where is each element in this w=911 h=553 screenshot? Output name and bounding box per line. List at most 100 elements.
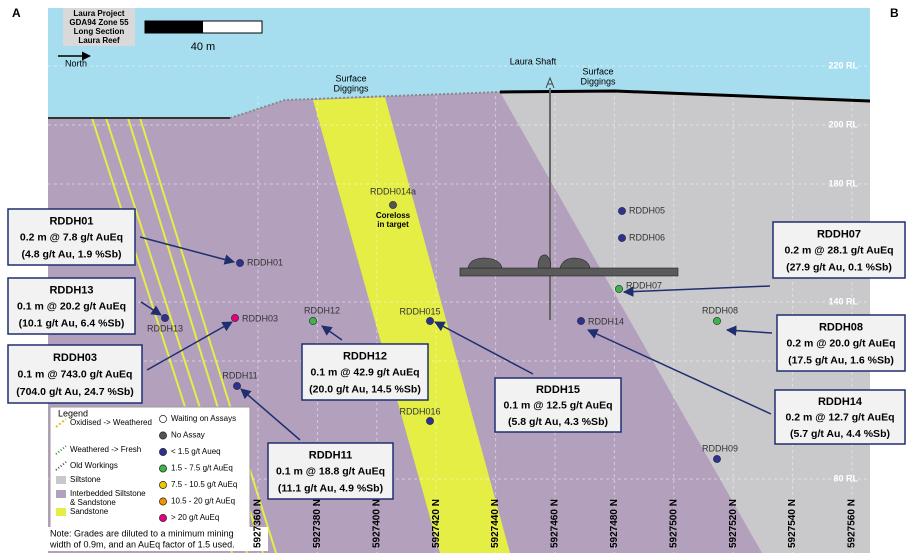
corner-label: A [12, 6, 21, 20]
legend [49, 406, 251, 529]
northing-label: 5927520 N [728, 499, 739, 548]
scale-bar [145, 21, 203, 33]
hole-label: RDDH05 [629, 205, 665, 215]
callout-text: (11.1 g/t Au, 4.9 %Sb) [278, 483, 383, 495]
callout-box [494, 377, 622, 433]
callout-text: (10.1 g/t Au, 6.4 %Sb) [19, 318, 125, 330]
drill-hole [713, 455, 721, 463]
callout-arrow [146, 321, 233, 371]
legend-swatch [56, 476, 66, 484]
callout-box [7, 277, 136, 335]
northing-label: 5927420 N [431, 499, 442, 548]
legend-swatch [56, 490, 66, 498]
legend-dot [159, 481, 167, 489]
legend-text: 7.5 - 10.5 g/t AuEq [171, 480, 237, 489]
callout-text: 0.2 m @ 20.0 g/t AuEq [786, 338, 895, 350]
coreloss-note: in target [377, 220, 409, 229]
surface-label: Diggings [580, 76, 616, 86]
legend-text: 1.5 - 7.5 g/t AuEq [171, 464, 233, 473]
callout-text: 0.2 m @ 12.7 g/t AuEq [785, 412, 894, 424]
legend-text: Oxidised -> Weathered [70, 418, 152, 427]
northing-label: 5927360 N [253, 499, 264, 548]
callout-box [776, 314, 906, 372]
drill-hole [615, 285, 623, 293]
headframe [545, 76, 555, 89]
callout-text: (17.5 g/t Au, 1.6 %Sb) [788, 355, 894, 367]
northing-label: 5927400 N [371, 499, 382, 548]
legend-text: 10.5 - 20 g/t AuEq [171, 497, 235, 506]
legend-dot [159, 448, 167, 456]
note-text: width of 0.9m, and an AuEq factor of 1.5… [49, 539, 235, 549]
drill-hole [618, 234, 626, 242]
callout-text: 0.1 m @ 743.0 g/t AuEq [18, 369, 133, 381]
callout-text: (27.9 g/t Au, 0.1 %Sb) [786, 262, 892, 274]
callout-text: (704.0 g/t Au, 24.7 %Sb) [16, 386, 133, 398]
rl-label: 80 RL [833, 473, 858, 483]
drill-hole [231, 314, 239, 322]
callout-text: (5.8 g/t Au, 4.3 %Sb) [508, 416, 608, 428]
hole-label: RDDH09 [702, 443, 738, 453]
note-text: Note: Grades are diluted to a minimum mi… [50, 528, 234, 538]
hole-label: RDDH01 [247, 257, 283, 267]
drill-hole [577, 317, 585, 325]
scale-label: 40 m [191, 41, 215, 53]
callout-title: RDDH07 [817, 229, 861, 241]
callout-box [7, 344, 143, 404]
hole-label: RDDH11 [222, 370, 257, 380]
callout-arrow [140, 301, 162, 316]
legend-title: Legend [58, 408, 88, 418]
info-text: Laura Reef [78, 36, 120, 45]
surface [499, 89, 871, 103]
coreloss-note: Coreloss [376, 211, 411, 220]
surface-label: Diggings [333, 83, 369, 93]
callout-arrow [587, 329, 772, 415]
legend-text: Siltstone [70, 475, 101, 484]
callout-title: RDDH01 [49, 216, 93, 228]
callout-arrow [725, 325, 773, 336]
northing-label: 5927540 N [787, 499, 798, 548]
legend-symbol [55, 445, 67, 455]
callout-box [267, 442, 394, 500]
callout-text: (4.8 g/t Au, 1.9 %Sb) [22, 249, 122, 261]
info-text: GDA94 Zone 55 [69, 18, 129, 27]
legend-text: Old Workings [70, 461, 118, 470]
surface [229, 91, 501, 119]
northing-label: 5927560 N [847, 499, 858, 548]
hole-label: RDDH14 [588, 316, 624, 326]
legend-swatch [56, 508, 66, 516]
drill-hole [426, 317, 434, 325]
legend-text: No Assay [171, 431, 205, 440]
callout-box [772, 221, 906, 279]
callout-title: RDDH15 [536, 384, 580, 396]
callout-title: RDDH13 [49, 285, 93, 297]
info-text: Laura Project [73, 9, 124, 18]
rl-label: 180 RL [828, 178, 858, 188]
callout-text: 0.1 m @ 18.8 g/t AuEq [276, 466, 385, 478]
legend-text: Waiting on Assays [171, 414, 236, 423]
northing-label: 5927440 N [490, 499, 501, 548]
hole-label: RDDH015 [399, 306, 440, 316]
hole-label: RDDH03 [242, 313, 278, 323]
callout-text: (5.7 g/t Au, 4.4 %Sb) [790, 428, 890, 440]
corner-label: B [890, 6, 899, 20]
sandstone [313, 97, 510, 553]
callout-box [301, 343, 429, 401]
callout-title: RDDH11 [309, 450, 352, 462]
hole-label: RDDH12 [304, 305, 340, 315]
hole-label: RDDH13 [147, 323, 183, 333]
hole-label: RDDH014a [370, 186, 416, 196]
callout-title: RDDH08 [819, 322, 863, 334]
callout-text: 0.1 m @ 20.2 g/t AuEq [17, 301, 126, 313]
callout-text: 0.2 m @ 7.8 g/t AuEq [20, 232, 123, 244]
surface-label: Surface [335, 73, 366, 83]
legend-dot [159, 497, 167, 506]
callout-arrow [434, 321, 534, 375]
hole-label: RDDH06 [629, 232, 665, 242]
hole-label: RDDH016 [399, 406, 440, 416]
surface-label: Surface [582, 66, 613, 76]
legend-text: Interbedded Siltstone [70, 489, 146, 498]
legend-dot [159, 514, 167, 522]
drill-hole [309, 317, 317, 325]
drill-hole [618, 207, 626, 215]
northing-label: 5927380 N [312, 499, 323, 548]
